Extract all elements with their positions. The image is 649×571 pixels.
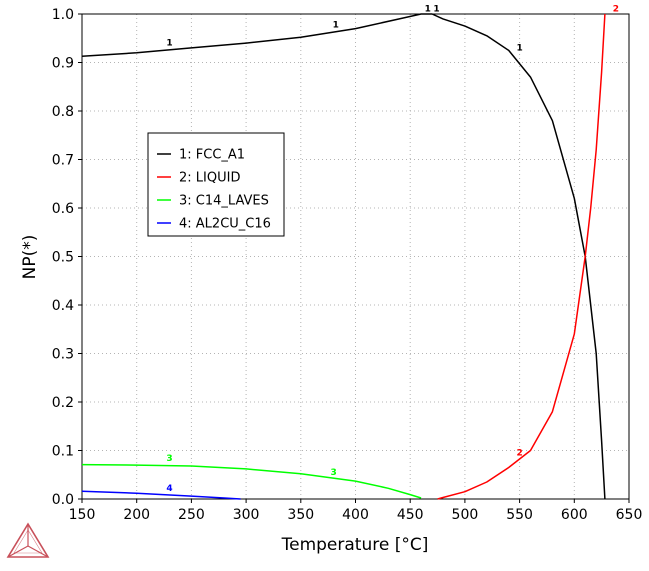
curve-label-3: 3 — [166, 454, 172, 464]
y-axis-title: NP(*) — [20, 235, 40, 280]
curve-label-1: 1 — [516, 43, 522, 53]
curve-label-1: 1 — [433, 5, 439, 15]
x-tick-label: 550 — [506, 507, 533, 523]
thermo-calc-logo — [6, 522, 50, 558]
curve-label-2: 2 — [516, 448, 522, 458]
y-tick-label: 0.8 — [52, 104, 74, 120]
x-axis-ticks: 150 200 250 300 350 400 450 500 550 600 650 — [69, 499, 643, 523]
y-tick-label: 0.0 — [52, 492, 74, 508]
y-tick-label: 0.2 — [52, 395, 74, 411]
curve-label-1: 1 — [333, 21, 339, 31]
x-tick-label: 400 — [342, 507, 369, 523]
y-tick-label: 0.3 — [52, 347, 74, 363]
x-tick-label: 200 — [123, 507, 150, 523]
x-axis-title: Temperature [°C] — [281, 535, 429, 555]
curve-label-4: 4 — [166, 484, 172, 494]
legend-label-3: 3: C14_LAVES — [179, 194, 269, 209]
y-tick-label: 0.9 — [52, 56, 74, 72]
x-tick-label: 650 — [616, 507, 643, 523]
x-tick-label: 500 — [452, 507, 479, 523]
curve-label-2: 2 — [613, 5, 619, 15]
y-tick-label: 0.7 — [52, 153, 74, 169]
series-line-3 — [81, 463, 422, 499]
y-tick-label: 1.0 — [52, 7, 74, 23]
y-tick-label: 0.4 — [52, 298, 74, 314]
series-line-1 — [81, 13, 606, 500]
legend: 1: FCC_A1 2: LIQUID 3: C14_LAVES 4: AL2CU_C… — [147, 132, 285, 237]
curve-label-1: 1 — [425, 5, 431, 15]
legend-items: 1: FCC_A1 2: LIQUID 3: C14_LAVES 4: AL2CU_C… — [157, 148, 271, 232]
x-tick-label: 150 — [69, 507, 96, 523]
y-tick-label: 0.5 — [52, 250, 74, 266]
y-tick-label: 0.1 — [52, 444, 74, 460]
x-tick-label: 350 — [287, 507, 314, 523]
legend-label-1: 1: FCC_A1 — [179, 148, 245, 163]
legend-box — [147, 132, 285, 237]
series-line-2 — [437, 13, 606, 500]
x-tick-label: 600 — [561, 507, 588, 523]
legend-label-2: 2: LIQUID — [179, 171, 240, 186]
x-tick-label: 450 — [397, 507, 424, 523]
legend-label-4: 4: AL2CU_C16 — [179, 217, 271, 232]
curve-label-3: 3 — [330, 468, 336, 478]
series-line-4 — [81, 490, 241, 500]
x-tick-label: 300 — [233, 507, 260, 523]
series-layer — [81, 13, 606, 500]
y-axis-ticks: 0.0 0.1 0.2 0.3 0.4 0.5 0.6 0.7 0.8 0.9 1.0 — [52, 7, 82, 508]
x-tick-label: 250 — [178, 507, 205, 523]
y-tick-label: 0.6 — [52, 201, 74, 217]
grid — [82, 14, 629, 499]
curve-label-1: 1 — [166, 39, 172, 49]
